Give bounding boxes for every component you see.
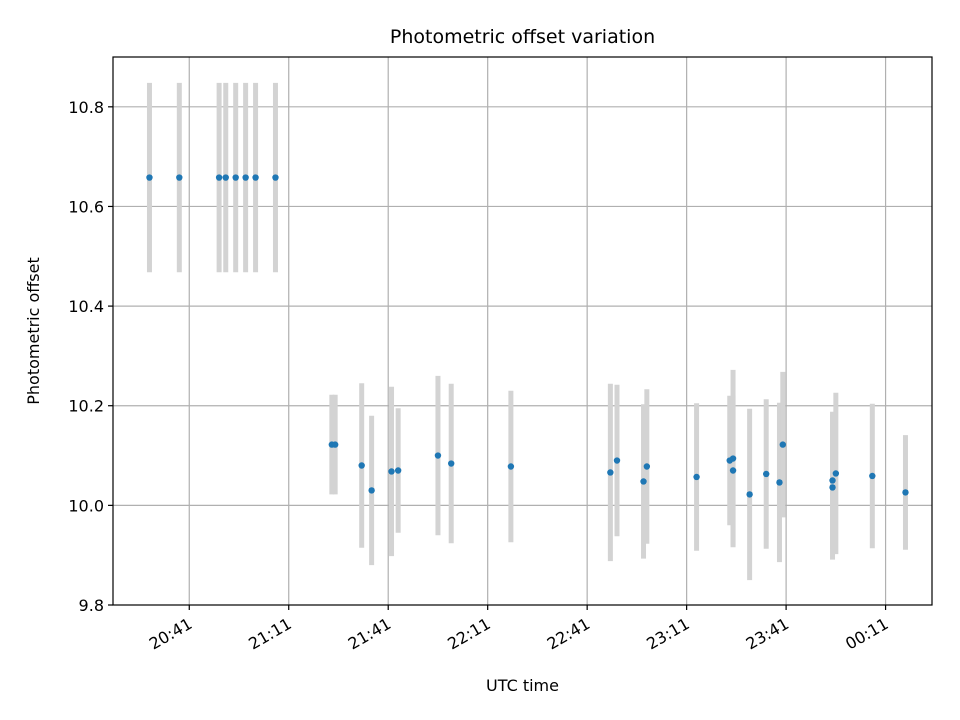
data-point <box>176 174 183 181</box>
y-axis-ticks: 9.8 10.0 10.2 10.4 10.6 10.8 <box>68 98 113 615</box>
data-point <box>829 477 836 484</box>
data-point <box>729 455 737 462</box>
data-point <box>613 457 621 464</box>
data-point <box>507 463 515 470</box>
y-tick-label: 10.4 <box>68 297 104 316</box>
data-point <box>146 174 153 181</box>
y-tick-label: 10.6 <box>68 197 104 216</box>
data-point <box>746 491 753 498</box>
data-point <box>832 470 840 477</box>
data-point <box>640 478 647 485</box>
data-point <box>434 452 442 459</box>
data-point <box>869 472 876 480</box>
data-point <box>358 462 365 469</box>
y-tick-label: 10.8 <box>68 98 104 117</box>
data-point <box>368 487 375 494</box>
data-point <box>776 479 783 486</box>
data-point <box>252 174 259 181</box>
data-point <box>729 467 737 474</box>
data-point <box>242 174 249 181</box>
data-point <box>829 484 836 491</box>
y-tick-label: 9.8 <box>79 596 104 615</box>
data-points <box>146 174 909 498</box>
data-point <box>272 174 279 181</box>
data-point <box>693 473 700 481</box>
data-point <box>394 467 402 474</box>
data-point <box>388 468 395 475</box>
chart-title: Photometric offset variation <box>390 26 655 48</box>
y-tick-label: 10.2 <box>68 397 104 416</box>
data-point <box>222 174 229 181</box>
x-axis-title: UTC time <box>486 676 559 695</box>
data-point <box>232 174 239 181</box>
data-point <box>643 463 651 470</box>
data-point <box>902 489 909 496</box>
y-tick-label: 10.0 <box>68 496 104 515</box>
data-point <box>607 469 614 476</box>
grid <box>113 57 932 605</box>
data-point <box>448 460 455 467</box>
data-point <box>763 470 770 478</box>
data-point <box>779 441 786 448</box>
y-axis-title: Photometric offset <box>24 257 43 405</box>
plot-frame <box>112 56 933 606</box>
data-point <box>215 174 223 181</box>
data-point <box>331 441 339 448</box>
